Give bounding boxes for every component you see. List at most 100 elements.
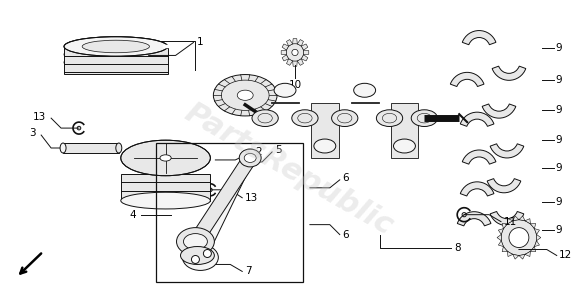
Text: 10: 10 (288, 80, 302, 90)
Polygon shape (519, 255, 525, 259)
Polygon shape (391, 103, 418, 158)
Circle shape (286, 44, 304, 61)
Text: 9: 9 (555, 197, 562, 207)
Ellipse shape (332, 110, 358, 126)
Polygon shape (301, 44, 308, 50)
Text: 9: 9 (555, 135, 562, 145)
Polygon shape (498, 241, 503, 247)
Polygon shape (282, 44, 288, 50)
Text: 9: 9 (555, 75, 562, 85)
Polygon shape (64, 46, 168, 74)
Ellipse shape (60, 143, 66, 153)
Text: 9: 9 (555, 105, 562, 115)
Wedge shape (460, 112, 494, 126)
Polygon shape (498, 229, 503, 234)
Polygon shape (287, 40, 292, 46)
Wedge shape (462, 150, 496, 164)
Ellipse shape (274, 83, 296, 97)
Ellipse shape (121, 140, 210, 176)
Polygon shape (121, 174, 210, 201)
Polygon shape (303, 50, 309, 55)
Polygon shape (292, 39, 297, 44)
Text: 4: 4 (129, 210, 136, 220)
Polygon shape (292, 61, 297, 66)
Wedge shape (492, 66, 526, 80)
Circle shape (191, 255, 199, 263)
Ellipse shape (501, 220, 537, 255)
Polygon shape (271, 102, 299, 103)
Polygon shape (531, 247, 536, 252)
Wedge shape (457, 212, 491, 226)
Text: 2: 2 (255, 147, 262, 157)
Ellipse shape (354, 83, 376, 97)
Polygon shape (351, 102, 379, 103)
Wedge shape (450, 72, 484, 86)
Wedge shape (460, 182, 494, 196)
Ellipse shape (509, 228, 529, 247)
Text: 6: 6 (343, 230, 349, 239)
Text: 11: 11 (504, 217, 517, 227)
Ellipse shape (82, 40, 150, 53)
Ellipse shape (244, 153, 256, 163)
Polygon shape (531, 223, 536, 229)
Polygon shape (507, 251, 513, 257)
Text: 13: 13 (245, 193, 258, 203)
Ellipse shape (292, 110, 318, 126)
Polygon shape (536, 234, 541, 241)
Polygon shape (519, 216, 525, 221)
Ellipse shape (121, 192, 210, 209)
Polygon shape (196, 162, 250, 260)
Text: 9: 9 (555, 44, 562, 54)
Polygon shape (497, 234, 501, 241)
Polygon shape (282, 55, 288, 61)
Ellipse shape (116, 143, 122, 153)
Wedge shape (487, 178, 521, 193)
Text: 5: 5 (275, 145, 281, 155)
Ellipse shape (376, 110, 403, 126)
Ellipse shape (176, 228, 214, 255)
Text: PartsRepublic: PartsRepublic (180, 98, 398, 242)
Text: 13: 13 (33, 112, 46, 122)
Ellipse shape (239, 149, 261, 167)
Wedge shape (462, 30, 496, 45)
Polygon shape (297, 40, 303, 46)
Ellipse shape (314, 139, 336, 153)
Polygon shape (287, 59, 292, 65)
Polygon shape (535, 229, 539, 234)
Wedge shape (490, 211, 524, 226)
Polygon shape (513, 216, 519, 221)
Ellipse shape (411, 110, 438, 126)
Ellipse shape (252, 110, 278, 126)
Ellipse shape (64, 37, 168, 56)
Text: 9: 9 (555, 225, 562, 235)
Polygon shape (297, 59, 303, 65)
Text: 3: 3 (29, 128, 36, 138)
Circle shape (292, 49, 298, 56)
Polygon shape (502, 247, 507, 252)
Wedge shape (490, 144, 524, 158)
Ellipse shape (180, 247, 214, 264)
Ellipse shape (183, 244, 218, 271)
Polygon shape (535, 241, 539, 247)
Text: 9: 9 (555, 163, 562, 173)
Text: 12: 12 (559, 250, 572, 260)
Text: 1: 1 (197, 38, 203, 47)
Ellipse shape (183, 234, 208, 250)
Circle shape (203, 250, 212, 258)
Polygon shape (502, 223, 507, 229)
Polygon shape (63, 143, 119, 153)
Polygon shape (525, 219, 531, 224)
Ellipse shape (394, 139, 416, 153)
Polygon shape (513, 255, 519, 259)
Ellipse shape (237, 90, 253, 100)
Polygon shape (281, 50, 286, 55)
Text: 6: 6 (343, 173, 349, 183)
Polygon shape (525, 251, 531, 257)
Ellipse shape (160, 155, 171, 161)
Text: 8: 8 (454, 242, 461, 252)
Ellipse shape (213, 75, 277, 116)
Wedge shape (482, 104, 516, 118)
Polygon shape (311, 103, 339, 158)
Text: 7: 7 (245, 266, 252, 276)
Polygon shape (301, 55, 308, 61)
